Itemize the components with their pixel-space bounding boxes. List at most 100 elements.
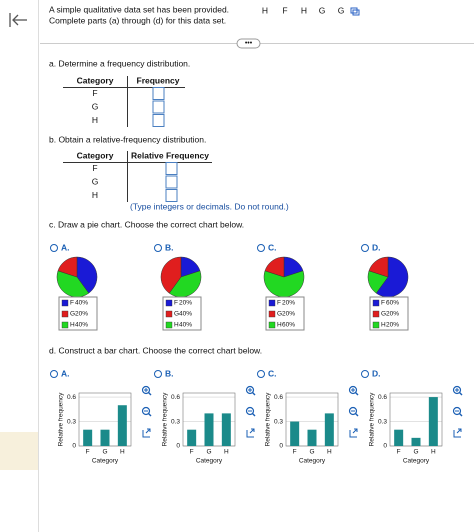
intro: A simple qualitative data set has been p… (49, 4, 229, 14)
x-tick-label: H (120, 449, 125, 456)
x-axis-label: Category (92, 458, 119, 465)
zoom-handle (252, 392, 256, 396)
legend-swatch (165, 321, 173, 329)
data-value: H (262, 5, 268, 15)
legend-value: 20% (386, 311, 399, 318)
y-tick-label: 0.6 (274, 394, 283, 401)
data-value: G (338, 5, 345, 15)
radio-button[interactable] (361, 244, 369, 252)
y-tick-label: 0.3 (67, 418, 76, 425)
back-button[interactable] (9, 13, 27, 27)
y-tick-label: 0.3 (171, 418, 180, 425)
pie-slice (160, 256, 182, 294)
y-tick-label: 0.3 (274, 418, 283, 425)
x-tick-label: H (224, 449, 229, 456)
zoom-out[interactable] (141, 406, 151, 416)
legend-value: 20% (179, 300, 192, 307)
legend-swatch (61, 299, 69, 307)
legend-swatch (268, 321, 276, 329)
x-tick-label: F (190, 449, 194, 456)
open-external[interactable] (349, 428, 358, 438)
zoom-in[interactable] (452, 385, 462, 395)
zoom-in[interactable] (348, 385, 358, 395)
x-axis-label: Category (403, 458, 430, 465)
part-c-prompt: c. Draw a pie chart. Choose the correct … (49, 219, 244, 229)
radio-button[interactable] (50, 244, 58, 252)
answer-input[interactable] (165, 162, 178, 175)
legend-name: G (381, 311, 386, 318)
legend-swatch (372, 321, 380, 329)
zoom-out[interactable] (245, 406, 255, 416)
bar (187, 429, 197, 446)
radio-button[interactable] (50, 370, 58, 378)
zoom-out[interactable] (348, 406, 358, 416)
bar (117, 405, 127, 446)
radio-button[interactable] (257, 244, 265, 252)
open-external[interactable] (142, 428, 151, 438)
option-label: B. (165, 368, 174, 378)
legend-value: 60% (386, 300, 399, 307)
legend-name: H (381, 322, 386, 329)
part-a-prompt: a. Determine a frequency distribution. (49, 58, 190, 68)
bar (221, 413, 231, 446)
y-tick-label: 0 (176, 443, 180, 450)
y-axis-label: Relative frequency (162, 392, 169, 447)
open-external[interactable] (246, 428, 255, 438)
expand-button[interactable] (236, 38, 261, 49)
zoom-handle (148, 392, 152, 396)
zoom-out[interactable] (452, 406, 462, 416)
y-axis-label: Relative frequency (58, 392, 65, 447)
legend-value: 20% (282, 300, 295, 307)
answer-input[interactable] (165, 175, 178, 189)
legend-swatch (268, 299, 276, 307)
legend-name: G (277, 311, 282, 318)
bar (204, 413, 214, 446)
option-label: C. (268, 368, 277, 378)
legend-swatch (268, 310, 276, 318)
legend-value: 60% (282, 322, 295, 329)
x-tick-label: H (327, 449, 332, 456)
part-d-prompt: d. Construct a bar chart. Choose the cor… (49, 345, 262, 355)
expand-dots: ••• (245, 40, 253, 47)
zoom-in[interactable] (245, 385, 255, 395)
option-label: C. (268, 242, 277, 252)
legend-name: G (174, 311, 179, 318)
zoom-handle (252, 413, 256, 417)
answer-input[interactable] (152, 114, 165, 127)
radio-button[interactable] (257, 370, 265, 378)
zoom-handle (355, 392, 359, 396)
x-tick-label: G (102, 449, 107, 456)
y-tick-label: 0 (279, 443, 283, 450)
sidebar-highlight (0, 432, 38, 470)
legend-name: G (70, 311, 75, 318)
part-b-prompt: b. Obtain a relative-frequency distribut… (49, 134, 206, 144)
open-external[interactable] (453, 428, 462, 438)
legend-value: 40% (75, 322, 88, 329)
x-tick-label: H (431, 449, 436, 456)
radio-button[interactable] (154, 244, 162, 252)
radio-button[interactable] (154, 370, 162, 378)
legend-value: 20% (75, 311, 88, 318)
answer-input[interactable] (152, 100, 165, 114)
option-label: D. (372, 242, 381, 252)
radio-button[interactable] (361, 370, 369, 378)
pie-slice (168, 270, 202, 298)
legend-swatch (165, 299, 173, 307)
copy-icon[interactable] (350, 7, 360, 16)
x-tick-label: F (86, 449, 90, 456)
y-axis-label: Relative frequency (369, 392, 376, 447)
x-axis-label: Category (299, 458, 326, 465)
answer-input[interactable] (165, 189, 178, 202)
pie-slice (368, 256, 389, 278)
column-header: Relative Frequency (131, 150, 209, 160)
y-tick-label: 0.6 (171, 394, 180, 401)
zoom-handle (148, 413, 152, 417)
legend-name: H (70, 322, 75, 329)
option-label: B. (165, 242, 174, 252)
zoom-in[interactable] (141, 385, 151, 395)
instruction: Complete parts (a) through (d) for this … (49, 15, 226, 25)
row-category: F (92, 163, 97, 173)
answer-input[interactable] (152, 87, 165, 100)
pie-slice (57, 256, 78, 278)
